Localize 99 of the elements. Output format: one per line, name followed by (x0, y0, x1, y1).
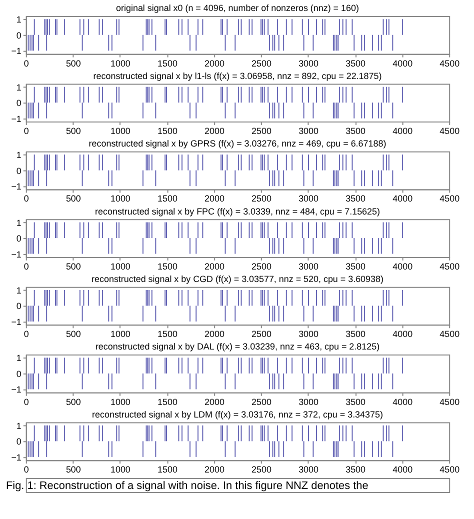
x-tick-label: 1500 (158, 126, 178, 136)
y-tick-label: 0 (16, 436, 22, 447)
x-tick-label: 2000 (204, 464, 224, 475)
chart-title: reconstructed signal x by GPRS (f(x) = 3.03276, nnz = 469, cpu = 6.67188) (88, 138, 386, 149)
x-tick-label: 3000 (298, 126, 319, 136)
chart-title: reconstructed signal x by LDM (f(x) = 3.03176, nnz = 372, cpu = 3.34375) (92, 409, 383, 420)
x-tick-label: 2000 (204, 261, 224, 272)
x-tick-label: 4500 (440, 126, 460, 136)
x-tick-label: 3000 (298, 464, 319, 475)
x-tick-label: 4000 (392, 58, 413, 68)
y-tick-label: 1 (16, 218, 22, 228)
x-tick-label: 3000 (298, 261, 319, 272)
x-tick-label: 0 (24, 126, 29, 136)
chart-title: reconstructed signal x by l1-ls (f(x) = 3.06958, nnz = 892, cpu = 22.1875) (93, 70, 382, 81)
y-tick-label: 0 (16, 368, 22, 379)
caption: Fig. 1: Reconstruction of a signal with noise. In this figure NNZ denotes the (6, 480, 368, 492)
x-tick-label: 1500 (158, 396, 178, 407)
x-tick-label: 2000 (204, 126, 224, 136)
x-tick-label: 500 (66, 396, 81, 407)
x-tick-label: 2000 (204, 329, 224, 340)
y-tick-label: 1 (16, 82, 22, 92)
x-tick-label: 3500 (346, 58, 366, 68)
x-tick-label: 0 (24, 261, 29, 272)
x-tick-label: 1000 (110, 261, 130, 272)
y-tick-label: 0 (16, 234, 22, 244)
x-tick-label: 2000 (204, 194, 224, 204)
y-tick-label: −1 (11, 249, 22, 260)
x-tick-label: 1000 (110, 58, 130, 68)
x-tick-label: 2500 (252, 261, 272, 272)
x-tick-label: 500 (66, 58, 81, 68)
x-tick-label: 3000 (298, 396, 319, 407)
x-tick-label: 1500 (158, 194, 178, 204)
chart-title: reconstructed signal x by DAL (f(x) = 3.03239, nnz = 463, cpu = 2.8125) (95, 342, 380, 352)
x-tick-label: 3500 (346, 126, 366, 136)
y-tick-label: 1 (16, 14, 22, 25)
x-tick-label: 500 (66, 194, 81, 204)
x-tick-label: 4500 (440, 396, 460, 407)
x-tick-label: 3500 (346, 261, 366, 272)
x-tick-label: 4500 (440, 58, 460, 68)
x-tick-label: 2000 (204, 58, 224, 68)
x-tick-label: 3000 (298, 194, 319, 204)
x-tick-label: 4000 (392, 194, 413, 204)
y-tick-label: 0 (16, 30, 22, 40)
x-tick-label: 4000 (392, 396, 413, 407)
x-tick-label: 2500 (252, 396, 272, 407)
x-tick-label: 0 (24, 58, 29, 68)
x-tick-label: 4000 (392, 329, 413, 340)
x-tick-label: 3500 (346, 396, 366, 407)
y-tick-label: −1 (11, 452, 22, 462)
x-tick-label: 1000 (110, 464, 130, 475)
x-tick-label: 1500 (158, 261, 178, 272)
x-tick-label: 4500 (440, 194, 460, 204)
x-tick-label: 4500 (440, 464, 460, 475)
x-tick-label: 3500 (346, 464, 366, 475)
y-tick-label: 1 (16, 285, 22, 296)
y-tick-label: −1 (11, 182, 22, 192)
x-tick-label: 4500 (440, 329, 460, 340)
x-tick-label: 2500 (252, 194, 272, 204)
x-tick-label: 1000 (110, 194, 130, 204)
chart-title: reconstructed signal x by FPC (f(x) = 3.0339, nnz = 484, cpu = 7.15625) (95, 206, 380, 216)
x-tick-label: 3500 (346, 194, 366, 204)
y-tick-label: −1 (11, 384, 22, 395)
y-tick-label: 1 (16, 420, 22, 431)
x-tick-label: 4000 (392, 126, 413, 136)
x-tick-label: 0 (24, 396, 29, 407)
x-tick-label: 0 (24, 329, 29, 340)
x-tick-label: 1000 (110, 396, 130, 407)
x-tick-label: 2500 (252, 126, 272, 136)
x-tick-label: 0 (24, 464, 29, 475)
x-tick-label: 2000 (204, 396, 224, 407)
x-tick-label: 500 (66, 464, 81, 475)
x-tick-label: 4000 (392, 261, 413, 272)
x-tick-label: 4500 (440, 261, 460, 272)
x-tick-label: 1500 (158, 464, 178, 475)
chart-title: reconstructed signal x by CGD (f(x) = 3.03577, nnz = 520, cpu = 3.60938) (92, 274, 384, 284)
y-tick-label: 0 (16, 98, 22, 108)
y-tick-label: −1 (11, 317, 22, 328)
x-tick-label: 500 (66, 261, 81, 272)
x-tick-label: 1000 (110, 126, 130, 136)
y-tick-label: 0 (16, 301, 22, 312)
y-tick-label: 0 (16, 166, 22, 176)
x-tick-label: 0 (24, 194, 29, 204)
chart-title: original signal x0 (n = 4096, number of nonzeros (nnz) = 160) (116, 3, 359, 14)
x-tick-label: 3500 (346, 329, 366, 340)
y-tick-label: −1 (11, 114, 22, 124)
x-tick-label: 500 (66, 126, 81, 136)
x-tick-label: 500 (66, 329, 81, 340)
x-tick-label: 1500 (158, 329, 178, 340)
x-tick-label: 2500 (252, 329, 272, 340)
y-tick-label: 1 (16, 353, 22, 364)
y-tick-label: 1 (16, 150, 22, 160)
x-tick-label: 1000 (110, 329, 130, 340)
x-tick-label: 4000 (392, 464, 413, 475)
x-tick-label: 3000 (298, 329, 319, 340)
x-tick-label: 1500 (158, 58, 178, 68)
x-tick-label: 2500 (252, 58, 272, 68)
y-tick-label: −1 (11, 46, 22, 56)
x-tick-label: 3000 (298, 58, 319, 68)
x-tick-label: 2500 (252, 464, 272, 475)
